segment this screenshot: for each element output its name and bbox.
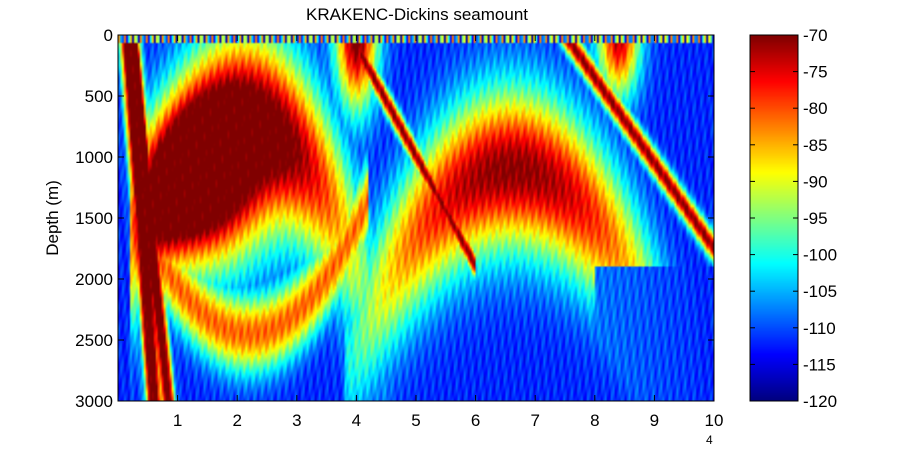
colorbar-tick-label: -100 [803, 246, 837, 265]
colorbar-tick-label: -85 [803, 136, 828, 155]
colorbar-tick-label: -80 [803, 99, 828, 118]
colorbar-tick-label: -110 [803, 319, 836, 338]
x-tick-label: 5 [411, 411, 420, 430]
colorbar-ticks: -70 -75 -80 -85 -90 -95 -100 -105 -110 -115 -120 [750, 26, 837, 411]
colorbar-tick-label: -95 [803, 209, 828, 228]
y-tick-label: 1500 [75, 209, 113, 228]
colorbar-tick-label: -70 [803, 26, 828, 45]
x-tick-label: 6 [471, 411, 480, 430]
y-tick-label: 1000 [75, 148, 113, 167]
plot-area [117, 34, 715, 402]
y-tick-label: 3000 [75, 392, 113, 411]
x-tick-label: 8 [590, 411, 599, 430]
heatmap-image [118, 35, 714, 401]
x-tick-label: 9 [650, 411, 659, 430]
x-tick-label: 3 [292, 411, 301, 430]
y-tick-label: 0 [104, 26, 113, 45]
colorbar: -70 -75 -80 -85 -90 -95 -100 -105 -110 -115 -120 [749, 26, 837, 411]
x-tick-label: 4 [352, 411, 361, 430]
y-tick-label: 2500 [75, 331, 113, 350]
colorbar-tick-label: -115 [803, 355, 836, 374]
x-tick-label: 10 [705, 411, 724, 430]
x-tick-label: 2 [232, 411, 241, 430]
chart-title: KRAKENC-Dickins seamount [306, 5, 528, 24]
y-tick-label: 2000 [75, 270, 113, 289]
x-axis: 1 2 3 4 5 6 7 8 9 10 [173, 35, 724, 430]
x-tick-label: 1 [173, 411, 182, 430]
y-axis: 0 500 1000 1500 2000 2500 3000 [75, 26, 714, 411]
colorbar-gradient [750, 35, 798, 401]
x-tick-label: 7 [530, 411, 539, 430]
colorbar-tick-label: -75 [803, 63, 828, 82]
y-axis-label: Depth (m) [43, 180, 62, 256]
colorbar-tick-label: -120 [803, 392, 837, 411]
colorbar-tick-label: -90 [803, 172, 828, 191]
colorbar-tick-label: -105 [803, 282, 837, 301]
y-tick-label: 500 [85, 87, 113, 106]
x-exponent-label: 4 [706, 433, 713, 447]
